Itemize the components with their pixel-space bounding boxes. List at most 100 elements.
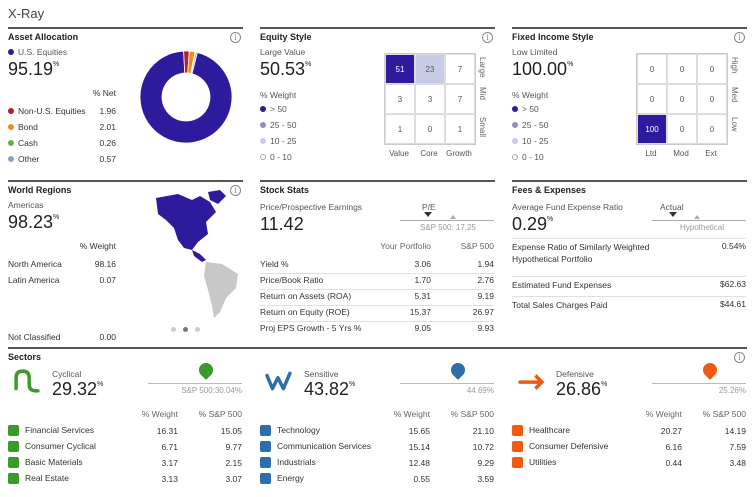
style-legend-item: 10 - 25 [260,136,296,146]
style-row-label: Med [730,87,739,103]
region-row: North America 98.16 [8,259,116,269]
sector-benchmark: 44.69% [466,386,494,395]
style-legend-item: 25 - 50 [260,120,296,130]
fee-label: Expense Ratio of Similarly Weighted Hypo… [512,242,650,264]
sector-benchmark-value: 7.59 [729,442,746,452]
style-box-cell: 100 [637,114,667,144]
sector-weight: 12.48 [408,458,430,468]
style-box-cell: 3 [385,84,415,114]
sectors-title: Sectors [8,352,42,362]
pe-ratio-label: Price/Prospective Earnings [260,202,363,212]
fee-value: $44.61 [720,299,746,309]
style-row-label: High [730,57,739,74]
col-benchmark: % S&P 500 [702,409,746,419]
row-divider [512,276,746,277]
weight-label: % Weight [512,90,549,100]
sector-weight: 15.14 [408,442,430,452]
row-divider [260,273,494,274]
style-box-cell: 0 [697,84,727,114]
sectors-panel: Sectors i Cyclical 29.32% S&P 500:30.04% % … [8,347,747,493]
sector-benchmark-value: 15.05 [220,426,242,436]
style-box-cell: 0 [697,114,727,144]
stat-portfolio: 3.06 [414,259,431,269]
col-weight: % Weight [645,409,682,419]
style-col-label: Growth [446,149,472,158]
net-header: % Net [92,88,116,98]
avg-expense-label: Average Fund Expense Ratio [512,202,623,212]
sector-benchmark-value: 9.29 [477,458,494,468]
row-divider [260,321,494,322]
stat-benchmark: 2.76 [477,275,494,285]
hypothetical-marker-icon [694,215,700,219]
style-box-cell: 7 [445,54,475,84]
pe-benchmark-marker-icon [450,215,456,219]
sector-weight: 15.65 [408,426,430,436]
sector-group-defensive: Defensive 26.86% 25.26%% Weight% S&P 500 He… [512,360,747,493]
sector-icon [260,457,271,469]
pe-gauge-label: P/E [422,202,436,212]
style-row-label: Mid [478,87,487,100]
weight-header: % Weight [79,241,116,251]
fees-panel: Fees & Expenses Average Fund Expense Rat… [512,180,747,340]
info-icon[interactable]: i [734,32,745,43]
row-divider [512,296,746,297]
us-equities-label: U.S. Equities [8,47,67,57]
weight-label: % Weight [260,90,297,100]
stat-label: Price/Book Ratio [260,275,324,285]
carousel-dot-3[interactable] [195,327,200,332]
sector-weight: 3.13 [161,474,178,484]
sector-benchmark: 25.26% [718,386,746,395]
style-box-cell: 0 [697,54,727,84]
sector-weight: 0.44 [665,458,682,468]
info-icon[interactable]: i [734,352,745,363]
sector-row: Basic Materials 3.17 2.15 [8,457,242,469]
sector-group-cyclical: Cyclical 29.32% S&P 500:30.04% % Weight % S&… [8,360,243,493]
info-icon[interactable]: i [230,185,241,196]
style-legend-item: 10 - 25 [512,136,548,146]
info-icon[interactable]: i [482,32,493,43]
style-box-cell: 0 [667,84,697,114]
style-box-cell: 0 [415,114,445,144]
style-box-cell: 1 [445,114,475,144]
sector-icon [260,441,271,453]
sector-group-sensitive: Sensitive 43.82% 44.69%% Weight% S&P 500 Te… [260,360,495,493]
equity-style-box: 51 23 7 3 3 7 1 0 1 [384,53,476,145]
not-classified-row: Not Classified 0.00 [8,332,116,342]
fixed-income-sublabel: Low Limited [512,47,558,57]
sector-row: Consumer Defensive 6.16 7.59 [512,441,746,453]
donut-slice [190,51,198,75]
page-title: X-Ray [8,6,45,21]
sector-icon [8,425,19,437]
fee-label: Total Sales Charges Paid [512,300,608,310]
world-regions-title: World Regions [8,185,72,195]
style-box-cell: 51 [385,54,415,84]
style-col-label: Ext [705,149,717,158]
central-america-shape [192,250,206,262]
cyclical-icon [14,369,40,393]
asset-allocation-donut [139,50,233,144]
col-benchmark: % S&P 500 [450,409,494,419]
equity-style-value: 50.53% [260,59,312,79]
fixed-income-panel: Fixed Income Style i Low Limited 100.00%… [512,27,747,173]
legend-dot-icon [8,49,14,55]
sensitive-icon-stroke [265,371,292,391]
fee-label: Estimated Fund Expenses [512,280,612,290]
sector-gauge-marker-icon [448,360,468,380]
sector-group-name: Cyclical [52,369,82,379]
stat-portfolio: 5.31 [414,291,431,301]
carousel-dot-2[interactable] [183,327,188,332]
stat-label: Return on Assets (ROA) [260,291,352,301]
legend-dot-icon [512,154,518,160]
col-benchmark: S&P 500 [460,241,494,251]
info-icon[interactable]: i [230,32,241,43]
equity-style-title: Equity Style [260,32,312,42]
asset-row: Non-U.S. Equities 1.96 [8,106,116,116]
americas-value: 98.23% [8,212,60,232]
sector-benchmark-value: 3.07 [225,474,242,484]
fixed-income-title: Fixed Income Style [512,32,594,42]
sector-group-name: Sensitive [304,369,339,379]
carousel-dot-1[interactable] [171,327,176,332]
equity-style-panel: Equity Style i Large Value 50.53% % Weig… [260,27,495,173]
stat-portfolio: 9.05 [414,323,431,333]
donut-slice [139,50,233,144]
